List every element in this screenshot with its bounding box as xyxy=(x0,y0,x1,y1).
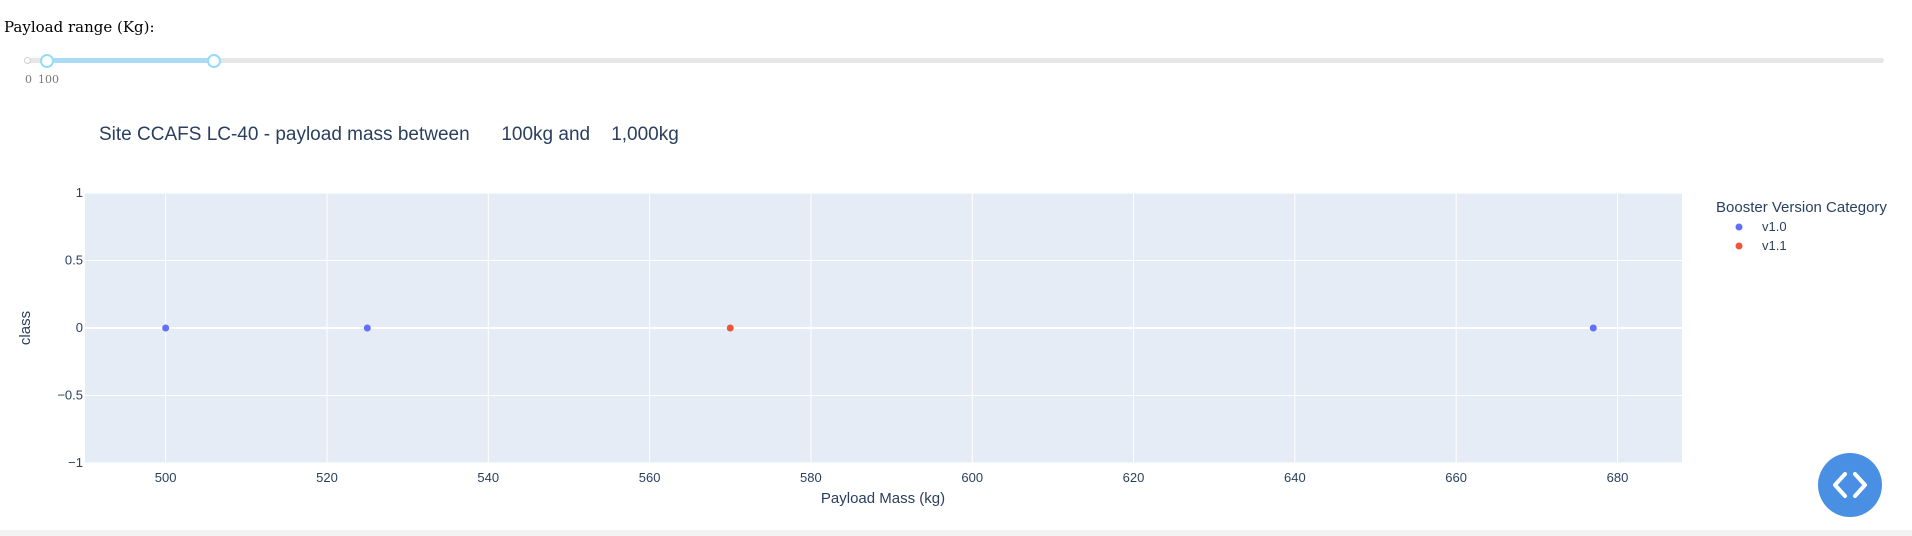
x-tick-labels: 500 520 540 560 580 600 620 640 660 680 xyxy=(155,470,1629,485)
legend-title: Booster Version Category xyxy=(1716,199,1887,216)
slider-rail[interactable] xyxy=(26,58,1884,63)
y-tick-labels: −1 −0.5 0 0.5 1 xyxy=(57,185,83,470)
x-tick-label: 500 xyxy=(155,470,177,485)
chart-title: Site CCAFS LC-40 - payload mass between … xyxy=(99,124,679,145)
x-tick-label: 620 xyxy=(1123,470,1145,485)
legend-marker-v1.0[interactable] xyxy=(1735,223,1743,231)
y-axis-title: class xyxy=(17,311,34,345)
legend: Booster Version Category v1.0 v1.1 xyxy=(1716,199,1887,253)
x-tick-label: 520 xyxy=(316,470,338,485)
x-tick-label: 640 xyxy=(1284,470,1306,485)
y-tick-label: 0.5 xyxy=(65,253,83,268)
data-point-v1.0[interactable] xyxy=(363,324,371,332)
y-tick-label: −1 xyxy=(68,455,83,470)
x-tick-label: 660 xyxy=(1445,470,1467,485)
y-tick-label: 0 xyxy=(76,320,83,335)
x-tick-label: 580 xyxy=(800,470,822,485)
code-brackets-icon xyxy=(1833,472,1867,498)
x-tick-label: 680 xyxy=(1607,470,1629,485)
slider-mark-0: 0 xyxy=(25,73,32,86)
data-points xyxy=(162,324,1597,332)
slider-handle-high[interactable] xyxy=(207,54,221,68)
legend-label-v1.1[interactable]: v1.1 xyxy=(1762,238,1787,253)
data-point-v1.0[interactable] xyxy=(162,324,170,332)
code-view-button[interactable] xyxy=(1818,453,1882,517)
x-tick-label: 560 xyxy=(639,470,661,485)
x-tick-label: 540 xyxy=(477,470,499,485)
legend-label-v1.0[interactable]: v1.0 xyxy=(1762,219,1787,234)
slider-handle-low[interactable] xyxy=(40,54,54,68)
slider-min-dot xyxy=(24,57,31,64)
x-axis-title: Payload Mass (kg) xyxy=(821,490,945,507)
slider-mark-100: 100 xyxy=(38,73,59,86)
legend-marker-v1.1[interactable] xyxy=(1735,242,1743,250)
y-tick-label: 1 xyxy=(76,185,83,200)
y-tick-label: −0.5 xyxy=(57,388,83,403)
data-point-v1.1[interactable] xyxy=(726,324,734,332)
slider-track[interactable] xyxy=(47,58,213,63)
slider-label: Payload range (Kg): xyxy=(4,18,155,36)
gridlines xyxy=(85,192,1682,464)
x-tick-label: 600 xyxy=(961,470,983,485)
bottom-bar xyxy=(0,530,1912,536)
data-point-v1.0[interactable] xyxy=(1589,324,1597,332)
